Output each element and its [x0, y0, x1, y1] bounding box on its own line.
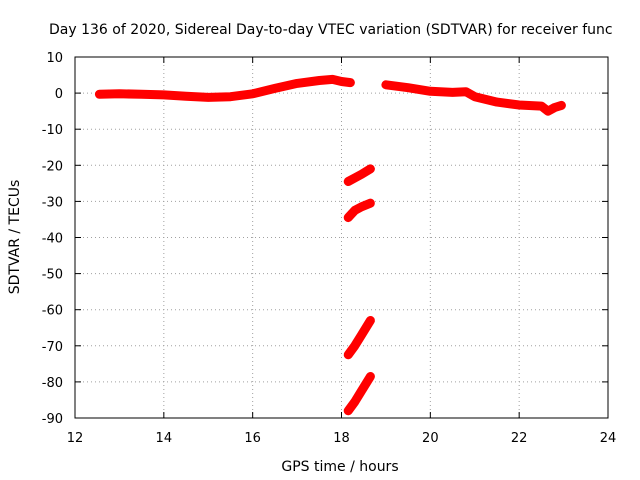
- data-point: [347, 79, 354, 86]
- data-point: [367, 200, 374, 207]
- data-series-segment-1: [343, 164, 375, 186]
- data-point: [160, 91, 167, 98]
- y-tick-label: -60: [42, 304, 63, 319]
- y-tick-label: -70: [42, 340, 63, 355]
- x-tick-label: 22: [511, 431, 528, 446]
- y-tick-label: -80: [42, 376, 63, 391]
- data-point: [358, 171, 365, 178]
- data-point: [367, 317, 374, 324]
- data-point: [427, 88, 434, 95]
- data-point: [538, 103, 545, 110]
- data-point: [351, 342, 358, 349]
- x-tick-label: 24: [600, 431, 617, 446]
- y-tick-label: -90: [42, 412, 63, 427]
- data-point: [345, 178, 352, 185]
- data-series-main-arc-1: [94, 74, 355, 102]
- data-point: [345, 351, 352, 358]
- data-point: [367, 165, 374, 172]
- x-tick-label: 14: [156, 431, 173, 446]
- data-point: [249, 90, 256, 97]
- data-point: [316, 77, 323, 84]
- grid: [75, 57, 608, 418]
- ticks: 12 14 16 18 20 22 24 10 0 -10 -20 -30 -40 -50 -60 -70 -8…: [42, 51, 617, 446]
- y-tick-label: -40: [42, 232, 63, 247]
- y-axis-title: SDTVAR / TECUs: [7, 180, 23, 295]
- data-point: [494, 99, 500, 106]
- data-point: [329, 76, 336, 83]
- y-tick-label: -10: [42, 123, 63, 138]
- y-tick-label: 0: [55, 87, 63, 102]
- data-point: [516, 102, 523, 108]
- data-layer: [94, 74, 566, 416]
- data-point: [382, 81, 389, 88]
- y-tick-label: 10: [46, 51, 63, 66]
- data-point: [138, 91, 145, 98]
- y-tick-label: -50: [42, 268, 63, 283]
- data-point: [358, 387, 365, 394]
- x-tick-label: 12: [67, 431, 84, 446]
- x-axis-title: GPS time / hours: [281, 459, 398, 475]
- data-point: [205, 94, 212, 101]
- data-point: [351, 207, 358, 214]
- data-point: [338, 78, 345, 85]
- data-point: [227, 93, 234, 100]
- data-point: [294, 80, 301, 87]
- data-series-segment-4: [343, 372, 375, 416]
- x-tick-label: 16: [244, 431, 261, 446]
- data-series-segment-2: [343, 198, 375, 223]
- data-point: [183, 93, 189, 100]
- data-point: [351, 174, 358, 181]
- data-point: [449, 89, 456, 96]
- data-point: [345, 214, 352, 221]
- chart-title: Day 136 of 2020, Sidereal Day-to-day VTE…: [49, 22, 613, 38]
- data-point: [96, 91, 103, 98]
- y-tick-label: -30: [42, 195, 63, 210]
- data-series-segment-3: [343, 316, 375, 360]
- data-point: [551, 104, 558, 111]
- x-tick-label: 20: [422, 431, 439, 446]
- data-point: [116, 90, 123, 97]
- data-point: [558, 102, 565, 109]
- data-point: [351, 398, 358, 405]
- data-point: [405, 84, 412, 91]
- data-point: [271, 85, 278, 92]
- data-point: [345, 407, 352, 414]
- data-point: [545, 108, 551, 115]
- data-point: [358, 203, 365, 210]
- data-point: [367, 373, 374, 380]
- y-tick-label: -20: [42, 159, 63, 174]
- data-point: [462, 88, 469, 95]
- x-tick-label: 18: [333, 431, 350, 446]
- data-point: [471, 93, 478, 100]
- data-point: [358, 332, 365, 338]
